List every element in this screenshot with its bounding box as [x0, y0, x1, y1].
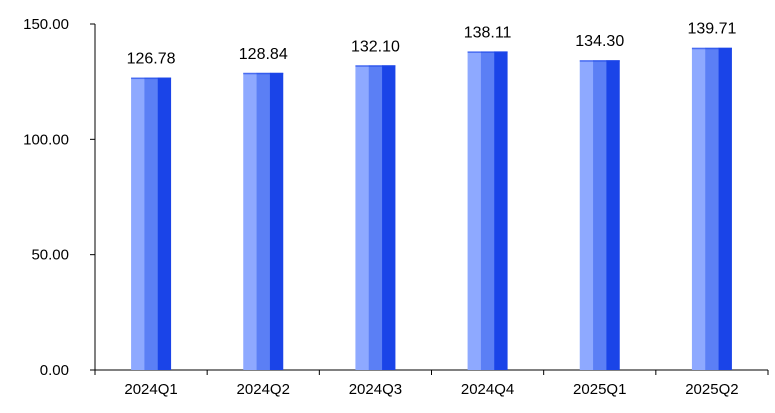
data-label: 134.30 [575, 33, 624, 50]
bar-segment-dark [494, 51, 508, 370]
x-tick-label: 2025Q2 [685, 381, 738, 398]
bar-top-edge [467, 51, 508, 53]
data-label: 139.71 [687, 21, 736, 38]
data-label: 138.11 [464, 24, 512, 41]
bar-top-edge [579, 60, 620, 62]
x-tick-label: 2024Q1 [124, 381, 177, 398]
bar-2025q2 [691, 47, 732, 371]
bar-2024q1 [131, 77, 172, 371]
x-axis: 2024Q1 2024Q2 2024Q3 2024Q4 2025Q1 2025Q2 [94, 369, 769, 398]
bar-top-edge [243, 72, 284, 75]
y-tick-label: 100.00 [23, 131, 69, 148]
bar-segment-dark [382, 65, 396, 370]
bar-segment-light [243, 72, 258, 370]
x-tick-label: 2024Q4 [461, 381, 514, 398]
bar-segment-dark [269, 72, 284, 370]
bar-segment-dark [157, 77, 172, 371]
x-tick-label: 2024Q2 [237, 381, 290, 398]
bars [131, 47, 732, 371]
bar-segment-dark [718, 47, 732, 371]
bar-segment-mid [144, 77, 159, 371]
bar-segment-dark [606, 60, 620, 371]
x-tick-label: 2025Q1 [573, 381, 626, 398]
bar-segment-light [579, 60, 594, 371]
bar-segment-mid [256, 72, 271, 370]
y-tick-label: 0.00 [40, 362, 69, 379]
bar-top-edge [131, 77, 172, 80]
y-tick-label: 150.00 [23, 16, 69, 33]
bar-2024q2 [243, 72, 284, 370]
data-labels: 126.78 128.84 132.10 138.11 134.30 139.71 [127, 21, 737, 68]
bar-2024q4 [467, 51, 508, 370]
bar-segment-light [691, 47, 706, 371]
bar-top-edge [355, 65, 396, 67]
bar-segment-mid [593, 60, 607, 371]
bar-top-edge [691, 47, 732, 50]
bar-segment-mid [368, 65, 383, 370]
bar-segment-mid [705, 47, 720, 371]
y-axis: 0.00 50.00 100.00 150.00 [23, 16, 96, 379]
x-tick-label: 2024Q3 [349, 381, 402, 398]
bar-segment-light [355, 65, 370, 370]
data-label: 128.84 [239, 46, 288, 63]
bar-segment-light [467, 51, 482, 370]
bar-2024q3 [355, 65, 396, 370]
bar-segment-mid [480, 51, 495, 370]
data-label: 132.10 [351, 38, 400, 55]
data-label: 126.78 [127, 51, 176, 68]
y-tick-label: 50.00 [31, 247, 69, 264]
bar-segment-light [131, 77, 145, 371]
bar-2025q1 [579, 60, 620, 371]
